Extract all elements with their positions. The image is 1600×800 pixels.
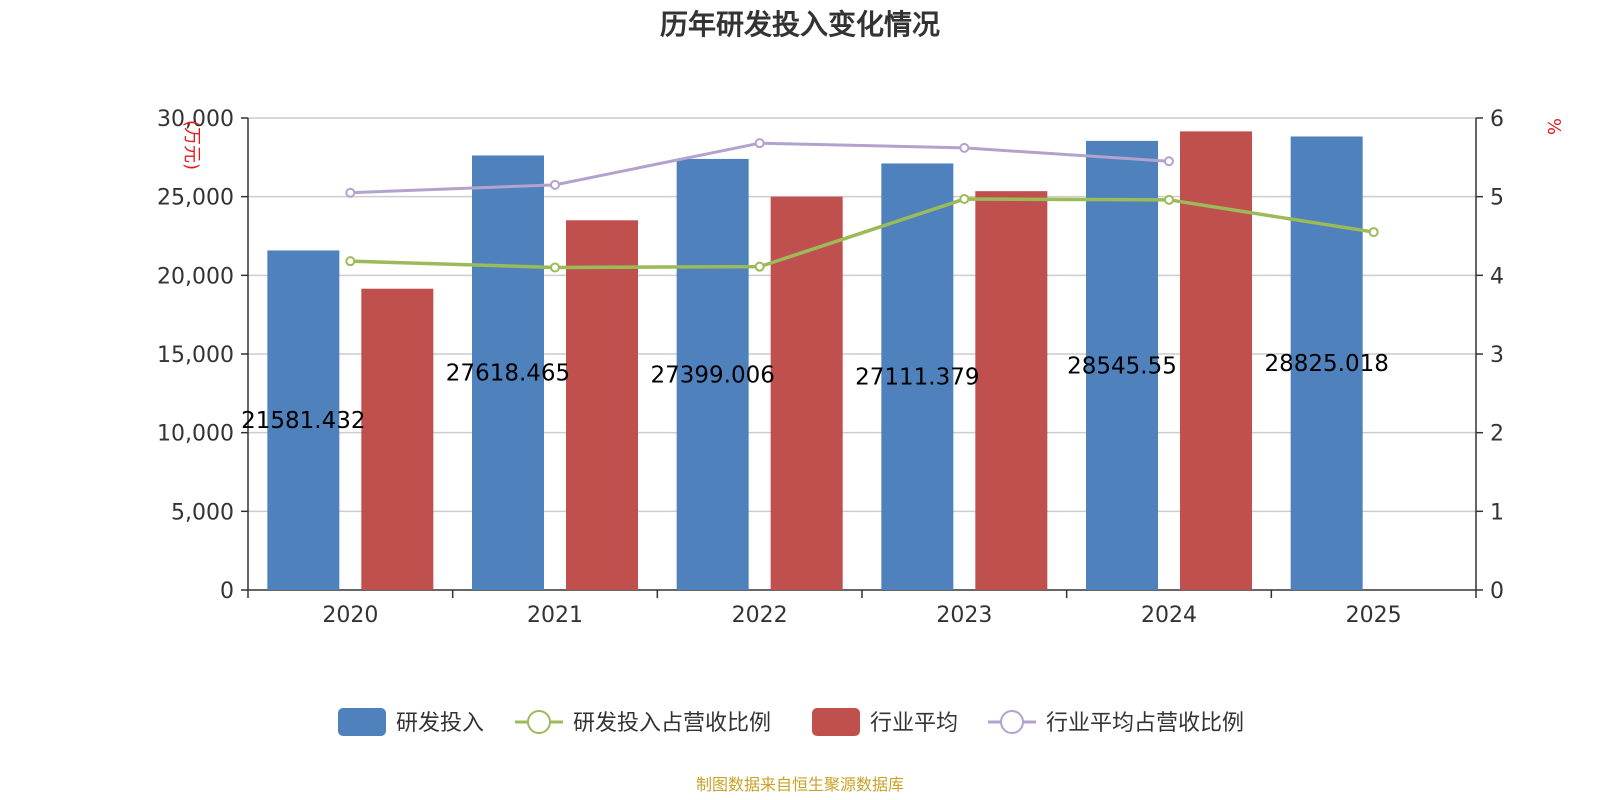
bar-rd-investment xyxy=(1086,140,1158,590)
legend-item[interactable]: 行业平均占营收比例 xyxy=(988,710,1244,736)
lines xyxy=(345,138,1379,273)
left-axis-tick-label: 25,000 xyxy=(157,186,234,211)
axes: 0 5,000 10,000 15,000 20,000 25,000 30,000 0 1 2 3… xyxy=(157,107,1504,628)
line-point xyxy=(1368,227,1379,238)
right-axis-tick-label: 4 xyxy=(1490,264,1504,289)
line-point xyxy=(550,262,560,273)
bar-industry-average xyxy=(361,288,434,590)
legend-bar-swatch xyxy=(812,708,860,736)
legend-marker xyxy=(527,710,551,734)
legend-marker xyxy=(1000,710,1024,734)
line-point xyxy=(1164,194,1174,205)
bar-data-label: 28825.018 xyxy=(1264,351,1388,377)
bar-industry-average xyxy=(566,220,638,590)
legend-item[interactable]: 研发投入占营收比例 xyxy=(515,710,771,736)
left-axis-tick-label: 20,000 xyxy=(157,264,234,289)
bar-data-label: 28545.55 xyxy=(1067,353,1177,379)
chart-title: 历年研发投入变化情况 xyxy=(660,8,940,41)
line-point xyxy=(550,179,560,190)
x-axis-tick-label: 2022 xyxy=(732,603,788,628)
line-point xyxy=(959,142,970,153)
bar-data-label: 27399.006 xyxy=(650,362,774,388)
data-labels: 21581.432 27618.465 27399.006 27111.379 2854… xyxy=(241,351,1389,434)
legend-label: 研发投入占营收比例 xyxy=(573,711,771,736)
bar-rd-investment xyxy=(472,155,544,590)
left-axis-tick-label: 0 xyxy=(220,579,234,604)
x-axis-tick-label: 2024 xyxy=(1141,603,1197,628)
bars xyxy=(267,131,1363,590)
legend-item[interactable]: 行业平均 xyxy=(812,708,958,736)
line-point xyxy=(754,261,765,272)
bar-rd-investment xyxy=(676,158,749,590)
right-axis-tick-label: 2 xyxy=(1490,422,1504,447)
bar-data-label: 27618.465 xyxy=(446,361,570,387)
right-axis-tick-label: 0 xyxy=(1490,579,1504,604)
right-axis-tick-label: 1 xyxy=(1490,500,1504,525)
bar-industry-average xyxy=(770,196,843,590)
legend-item[interactable]: 研发投入 xyxy=(338,708,484,736)
bar-data-label: 27111.379 xyxy=(855,365,979,391)
source-note: 制图数据来自恒生聚源数据库 xyxy=(696,775,904,794)
bar-rd-investment xyxy=(1290,136,1363,590)
legend-bar-swatch xyxy=(338,708,386,736)
line-point xyxy=(754,138,765,149)
left-axis-unit: (万元) xyxy=(181,120,202,170)
bar-rd-investment xyxy=(267,250,340,590)
line-point xyxy=(1164,156,1174,167)
left-axis-tick-label: 5,000 xyxy=(171,500,234,525)
left-axis-tick-label: 15,000 xyxy=(157,343,234,368)
right-axis-tick-label: 5 xyxy=(1490,186,1504,211)
right-axis-tick-label: 6 xyxy=(1490,107,1504,132)
x-axis-tick-label: 2021 xyxy=(527,603,583,628)
x-axis-tick-label: 2025 xyxy=(1346,603,1402,628)
grid xyxy=(248,117,1476,513)
line-point xyxy=(345,256,356,267)
left-axis-tick-label: 10,000 xyxy=(157,422,234,447)
legend-label: 行业平均 xyxy=(870,711,958,736)
right-axis-unit: % xyxy=(1543,118,1564,135)
line-rd-ratio xyxy=(350,197,1374,270)
bar-industry-average xyxy=(975,191,1048,590)
legend: 研发投入 研发投入占营收比例 行业平均 行业平均占营收比例 xyxy=(338,708,1244,736)
line-point xyxy=(959,194,970,205)
bar-industry-average xyxy=(1180,131,1252,590)
line-point xyxy=(345,187,356,198)
bar-data-label: 21581.432 xyxy=(241,408,365,434)
left-axis-tick-label: 30,000 xyxy=(157,107,234,132)
x-axis-tick-label: 2023 xyxy=(936,603,992,628)
legend-label: 研发投入 xyxy=(396,711,484,736)
right-axis-tick-label: 3 xyxy=(1490,343,1504,368)
legend-label: 行业平均占营收比例 xyxy=(1046,711,1244,736)
x-axis-tick-label: 2020 xyxy=(322,603,378,628)
bar-rd-investment xyxy=(881,163,954,590)
